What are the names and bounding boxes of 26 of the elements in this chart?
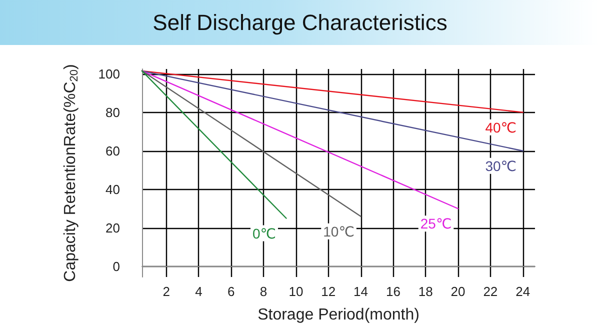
x-tick-label: 6 <box>228 284 235 299</box>
x-tick-label: 2 <box>162 284 170 299</box>
annotation: 25℃ <box>420 216 452 232</box>
x-tick-label: 16 <box>386 284 400 299</box>
y-tick-label: 40 <box>106 182 120 197</box>
x-tick-label: 20 <box>450 284 466 299</box>
x-tick-label: 14 <box>354 284 368 299</box>
chart-title: Self Discharge Characteristics <box>0 0 600 45</box>
annotation: 30℃ <box>485 158 516 174</box>
y-tick-label: 60 <box>106 143 120 158</box>
y-tick-label: 0 <box>112 258 120 274</box>
x-tick-label: 18 <box>418 284 433 299</box>
y-tick-label: 20 <box>106 220 120 236</box>
annotation: 10℃ <box>323 223 354 240</box>
y-tick-label: 80 <box>106 104 120 120</box>
x-tick-label: 12 <box>321 284 336 299</box>
annotation: 40℃ <box>485 119 516 136</box>
x-tick-label: 22 <box>483 284 498 299</box>
x-tick-label: 4 <box>195 284 202 299</box>
y-tick-label: 100 <box>98 66 120 82</box>
y-axis-title: Capacity RetentionRate(%C20) <box>62 64 80 282</box>
x-axis-title: Storage Period(month) <box>258 306 420 324</box>
x-tick-label: 8 <box>260 284 268 299</box>
x-tick-label: 24 <box>516 284 530 299</box>
annotation: 0℃ <box>252 225 276 242</box>
x-tick-label: 10 <box>288 284 304 299</box>
